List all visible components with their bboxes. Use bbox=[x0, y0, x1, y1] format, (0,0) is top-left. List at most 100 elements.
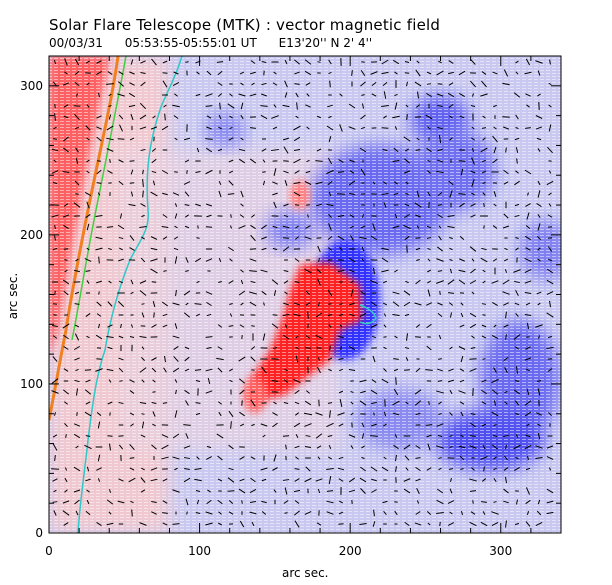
field-vector bbox=[139, 114, 147, 120]
field-vector bbox=[172, 456, 180, 460]
field-vector bbox=[295, 92, 299, 98]
field-vector bbox=[293, 191, 301, 197]
field-vector bbox=[118, 258, 124, 262]
field-vector bbox=[416, 487, 420, 495]
field-vector bbox=[339, 303, 343, 305]
field-vector bbox=[513, 334, 521, 340]
field-vector bbox=[228, 467, 234, 471]
field-vector bbox=[548, 170, 552, 174]
field-vector bbox=[459, 368, 465, 372]
field-vector bbox=[460, 302, 464, 306]
field-vector bbox=[535, 60, 543, 64]
field-vector bbox=[469, 478, 477, 482]
field-vector bbox=[174, 379, 178, 383]
field-vector bbox=[74, 71, 80, 75]
field-vector bbox=[469, 323, 477, 329]
field-vector bbox=[349, 170, 355, 174]
field-vector bbox=[106, 148, 114, 152]
field-vector bbox=[273, 489, 277, 493]
field-vector bbox=[481, 80, 487, 88]
field-vector bbox=[370, 235, 378, 241]
field-vector bbox=[117, 138, 125, 140]
field-vector bbox=[471, 179, 475, 187]
field-vector bbox=[249, 127, 257, 129]
field-vector bbox=[206, 115, 212, 119]
field-vector bbox=[360, 225, 366, 229]
field-vector bbox=[537, 423, 541, 427]
field-vector bbox=[471, 335, 475, 339]
field-vector bbox=[327, 104, 333, 108]
field-vector bbox=[161, 169, 169, 175]
field-vector bbox=[317, 61, 321, 63]
field-vector bbox=[195, 412, 201, 416]
field-vector bbox=[172, 192, 180, 196]
field-vector bbox=[548, 82, 552, 86]
field-vector bbox=[284, 291, 288, 295]
vector-field-arrows bbox=[51, 58, 554, 528]
field-vector bbox=[438, 401, 442, 405]
field-vector bbox=[141, 214, 145, 218]
field-vector bbox=[51, 390, 59, 394]
field-vector bbox=[538, 335, 540, 339]
field-vector bbox=[370, 324, 378, 328]
field-vector bbox=[503, 213, 509, 219]
field-vector bbox=[350, 412, 354, 416]
field-vector bbox=[306, 159, 310, 163]
field-vector bbox=[405, 357, 409, 361]
field-vector bbox=[328, 445, 332, 449]
field-vector bbox=[459, 324, 465, 328]
field-vector bbox=[272, 347, 278, 349]
field-vector bbox=[338, 335, 344, 339]
field-vector bbox=[414, 302, 422, 306]
field-vector bbox=[73, 433, 81, 439]
field-vector bbox=[480, 521, 488, 527]
field-vector bbox=[339, 368, 343, 372]
field-vector bbox=[372, 223, 376, 231]
field-vector bbox=[524, 280, 532, 284]
field-vector bbox=[218, 114, 222, 120]
field-vector bbox=[163, 270, 167, 272]
field-vector bbox=[305, 435, 311, 437]
field-vector bbox=[53, 59, 57, 65]
field-vector bbox=[283, 146, 289, 154]
field-vector bbox=[262, 434, 266, 438]
field-vector bbox=[436, 488, 444, 494]
field-vector bbox=[437, 105, 443, 107]
field-vector bbox=[162, 236, 168, 240]
field-vector bbox=[85, 435, 91, 437]
field-vector bbox=[51, 170, 59, 174]
field-vector bbox=[348, 103, 356, 109]
field-vector bbox=[185, 61, 189, 63]
field-vector bbox=[438, 467, 442, 471]
field-vector bbox=[458, 160, 466, 162]
field-vector bbox=[384, 411, 386, 417]
field-vector bbox=[108, 511, 112, 515]
field-vector bbox=[514, 466, 520, 472]
field-vector bbox=[438, 358, 442, 360]
field-vector bbox=[54, 113, 56, 121]
field-vector bbox=[503, 467, 509, 471]
field-vector bbox=[327, 157, 333, 165]
field-vector bbox=[183, 477, 191, 483]
field-vector bbox=[261, 93, 267, 97]
field-vector bbox=[174, 323, 178, 329]
field-vector bbox=[53, 126, 57, 130]
field-vector bbox=[326, 203, 334, 207]
field-vector bbox=[284, 92, 288, 98]
field-vector bbox=[372, 355, 376, 363]
field-vector bbox=[205, 511, 213, 515]
field-vector bbox=[52, 181, 58, 185]
field-vector bbox=[172, 433, 180, 439]
field-vector bbox=[447, 225, 455, 229]
field-vector bbox=[491, 280, 499, 284]
field-vector bbox=[64, 269, 68, 273]
field-vector bbox=[218, 181, 222, 185]
field-vector bbox=[272, 181, 278, 185]
field-vector bbox=[185, 400, 189, 406]
field-vector bbox=[283, 269, 289, 273]
field-vector bbox=[426, 345, 432, 351]
field-vector bbox=[449, 511, 453, 515]
field-vector bbox=[514, 203, 520, 207]
field-vector bbox=[492, 158, 498, 164]
field-vector bbox=[503, 435, 509, 437]
